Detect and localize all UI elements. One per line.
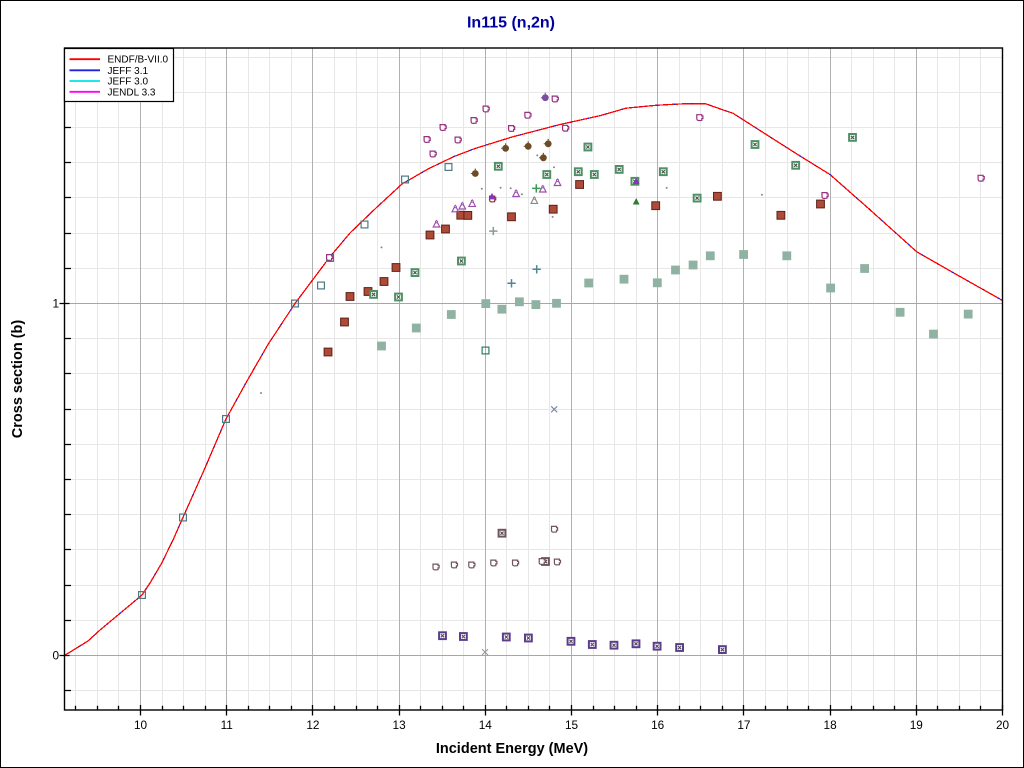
svg-text:11: 11 xyxy=(221,718,233,732)
svg-text:17: 17 xyxy=(737,718,750,732)
svg-text:10: 10 xyxy=(134,718,148,732)
svg-text:0: 0 xyxy=(52,649,59,663)
svg-text:18: 18 xyxy=(824,718,838,732)
svg-text:12: 12 xyxy=(306,718,319,732)
svg-text:JENDL 3.3: JENDL 3.3 xyxy=(108,87,156,98)
svg-text:Incident Energy (MeV): Incident Energy (MeV) xyxy=(436,741,588,757)
svg-text:JEFF 3.1: JEFF 3.1 xyxy=(108,66,149,77)
svg-text:20: 20 xyxy=(996,718,1010,732)
svg-text:14: 14 xyxy=(479,718,493,732)
svg-text:16: 16 xyxy=(651,718,665,732)
svg-text:1: 1 xyxy=(52,297,59,311)
svg-text:ENDF/B-VII.0: ENDF/B-VII.0 xyxy=(108,55,169,66)
svg-text:15: 15 xyxy=(565,718,579,732)
svg-text:19: 19 xyxy=(910,718,923,732)
svg-text:Cross section (b): Cross section (b) xyxy=(10,320,26,439)
svg-text:13: 13 xyxy=(393,718,407,732)
svg-text:JEFF 3.0: JEFF 3.0 xyxy=(108,77,149,88)
svg-text:In115 (n,2n): In115 (n,2n) xyxy=(467,15,555,32)
